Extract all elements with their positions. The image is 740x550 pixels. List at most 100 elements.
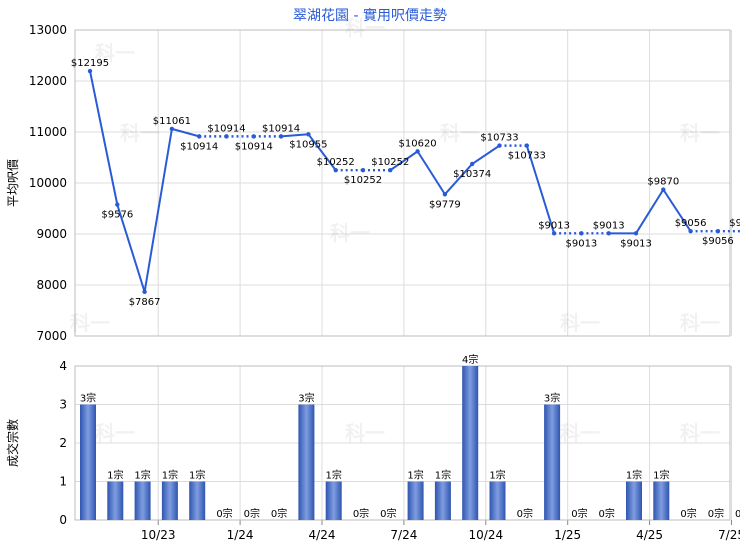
data-label: $9056: [675, 218, 707, 229]
series-line-segment: [143, 128, 173, 292]
data-label: $10914: [262, 123, 300, 134]
watermark: 科一: [680, 421, 720, 445]
series-line-segment: [307, 133, 337, 171]
data-label: $10733: [480, 133, 518, 144]
bar-label: 0宗: [708, 507, 724, 520]
data-point: [497, 143, 502, 148]
data-label: $7867: [129, 297, 161, 308]
data-label: $11061: [153, 116, 191, 127]
y-tick-label: 11000: [29, 125, 67, 139]
bar: [462, 366, 479, 520]
data-label: $10620: [399, 138, 437, 149]
bar: [161, 481, 178, 520]
data-point: [661, 187, 666, 192]
bar: [653, 481, 670, 520]
bar-label: 0宗: [271, 507, 287, 520]
data-label: $9013: [565, 238, 597, 249]
y-axis-label: 成交宗數: [5, 419, 20, 467]
bar-label: 1宗: [653, 469, 669, 482]
watermark: 科一: [95, 41, 135, 65]
bar: [298, 404, 315, 520]
bar-label: 0宗: [599, 507, 615, 520]
series-line-segment: [525, 145, 556, 234]
bar-label: 0宗: [680, 507, 696, 520]
x-tick-label: 1/25: [554, 528, 581, 542]
bar-label: 0宗: [571, 507, 587, 520]
data-point: [415, 149, 420, 154]
watermark: 科一: [560, 421, 600, 445]
data-point: [251, 134, 256, 139]
watermark: 科一: [345, 421, 385, 445]
data-point: [169, 126, 175, 132]
data-label: $10252: [371, 157, 409, 168]
data-point: [606, 231, 611, 236]
bar-label: 0宗: [517, 507, 533, 520]
y-tick-label: 10000: [29, 176, 67, 190]
y-tick-label: 0: [59, 513, 67, 527]
x-tick-label: 7/25: [718, 528, 740, 542]
bar-label: 3宗: [298, 392, 314, 405]
data-point: [579, 231, 584, 236]
bar: [80, 404, 96, 520]
data-label: $9056: [702, 236, 734, 247]
watermark: 科一: [440, 121, 480, 145]
bar-label: 4宗: [462, 353, 478, 366]
bar-label: 3宗: [544, 392, 560, 405]
y-tick-label: 9000: [36, 227, 67, 241]
watermark: 科一: [70, 311, 110, 335]
bar-label: 1宗: [107, 469, 123, 482]
bar: [325, 481, 342, 520]
bar-label: 1宗: [626, 469, 642, 482]
bar-label: 0宗: [216, 507, 232, 520]
data-label: $10914: [180, 141, 218, 152]
data-point: [87, 68, 93, 74]
series-line-segment: [116, 204, 146, 293]
bar: [626, 481, 642, 520]
x-tick-label: 7/24: [390, 528, 417, 542]
series-line-segment: [416, 150, 446, 195]
series-line-segment: [444, 163, 473, 195]
bar-label: 1宗: [162, 469, 178, 482]
data-point: [360, 167, 366, 173]
bar-label: 1宗: [489, 469, 505, 482]
y-tick-label: 2: [59, 436, 67, 450]
data-point: [688, 228, 693, 234]
data-point: [442, 192, 448, 197]
bar-label: 1宗: [189, 469, 205, 482]
data-point: [633, 231, 639, 236]
plot-frame: [74, 365, 731, 521]
plot-frame: [74, 29, 731, 337]
series-line-segment: [89, 70, 119, 205]
series-line-segment: [471, 144, 501, 165]
data-point: [715, 228, 721, 234]
y-tick-label: 1: [59, 475, 67, 489]
data-point: [306, 132, 311, 137]
data-label: $9056: [729, 218, 740, 229]
data-point: [524, 143, 529, 148]
data-point: [470, 161, 475, 167]
data-label: $10252: [317, 157, 355, 168]
bar-label: 0宗: [244, 507, 260, 520]
watermark: 科一: [680, 121, 720, 145]
x-tick-label: 10/23: [141, 528, 176, 542]
data-label: $12195: [71, 58, 109, 69]
x-tick-label: 4/25: [636, 528, 663, 542]
y-tick-label: 8000: [36, 278, 67, 292]
chart-title: 翠湖花園 - 實用呎價走勢: [293, 7, 447, 24]
series-line-segment: [171, 127, 200, 138]
watermark: 科一: [95, 421, 135, 445]
data-point: [197, 134, 202, 139]
data-label: $9013: [538, 220, 570, 231]
data-label: $9013: [620, 238, 652, 249]
watermark: 科一: [345, 16, 385, 40]
series-line-segment: [389, 150, 419, 171]
x-tick-label: 1/24: [227, 528, 254, 542]
data-label: $10374: [453, 169, 491, 180]
data-label: $10914: [235, 141, 273, 152]
bar-label: 1宗: [134, 469, 150, 482]
x-tick-label: 4/24: [309, 528, 336, 542]
y-tick-label: 4: [59, 359, 67, 373]
data-point: [224, 134, 229, 139]
watermark: 科一: [680, 311, 720, 335]
